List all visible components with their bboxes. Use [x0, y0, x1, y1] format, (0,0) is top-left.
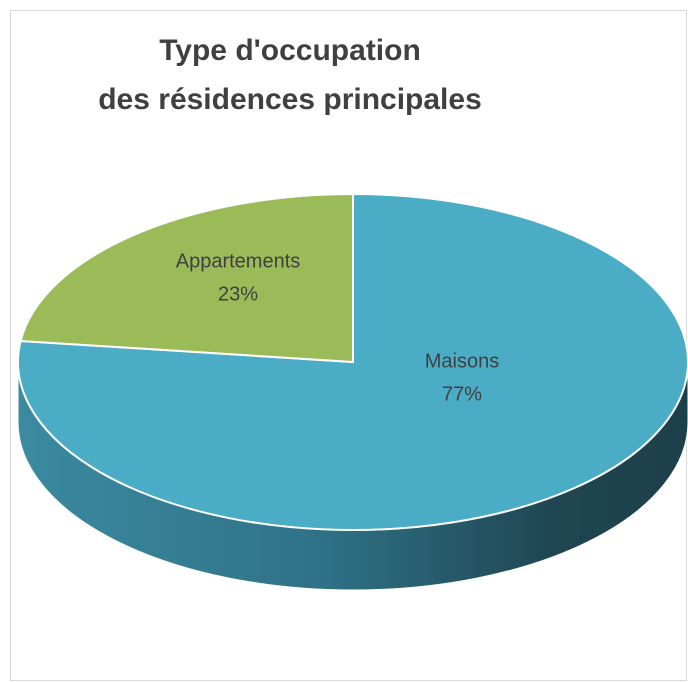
slice-label: Maisons	[425, 350, 499, 372]
slice-value-label: 77%	[442, 383, 482, 405]
slice-value-label: 23%	[218, 283, 258, 305]
chart-title: Type d'occupation	[159, 34, 421, 67]
chart-title: des résidences principales	[98, 83, 482, 116]
pie-slice	[17, 192, 688, 531]
pie-slice	[19, 192, 354, 364]
slice-label: Appartements	[176, 250, 301, 272]
